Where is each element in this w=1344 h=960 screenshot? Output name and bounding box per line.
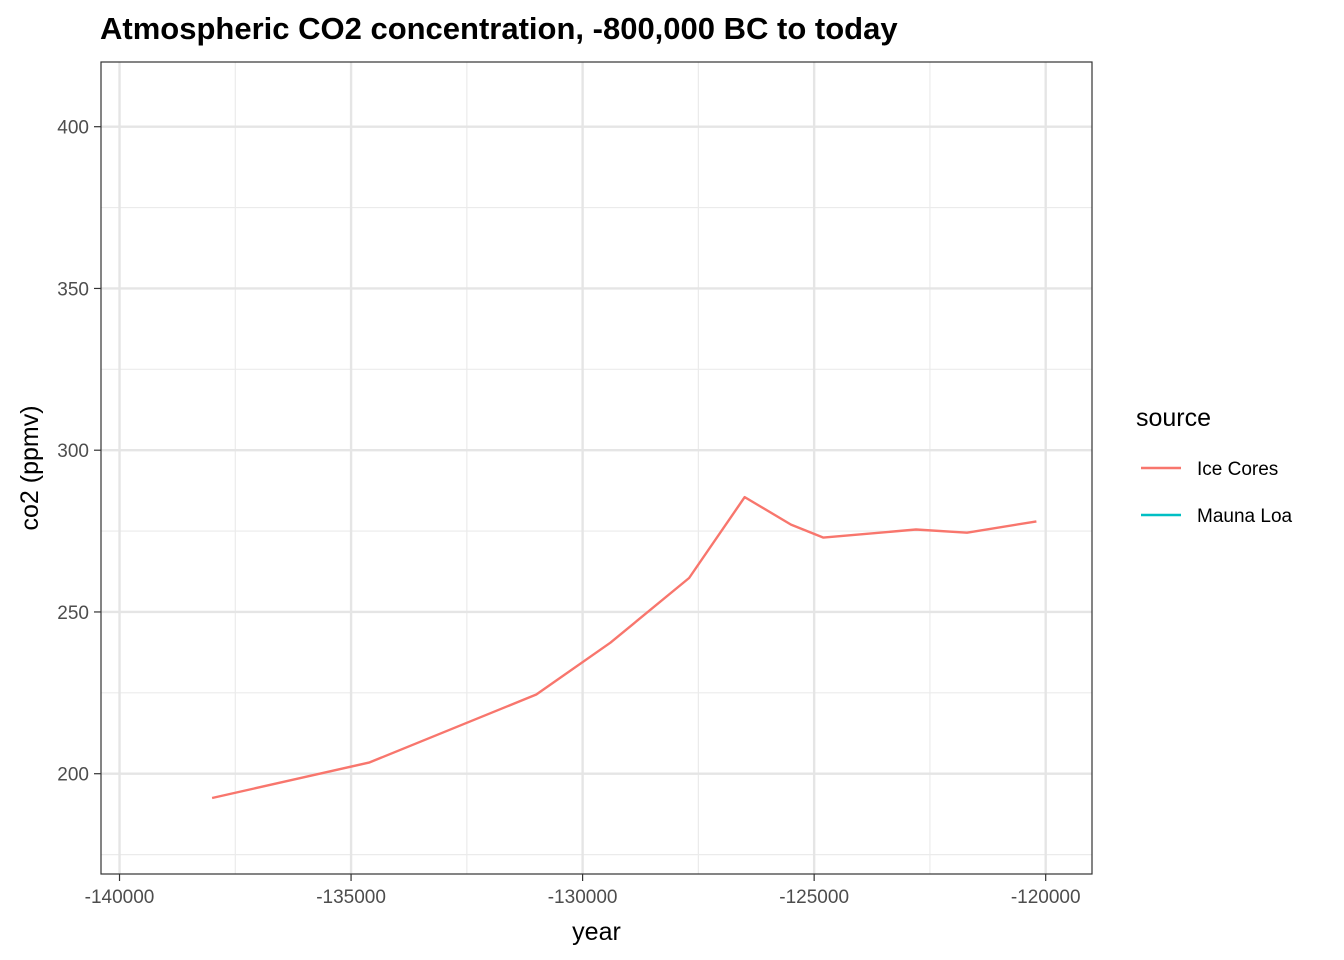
x-tick-label: -120000 (1011, 887, 1081, 908)
y-tick-label: 200 (57, 765, 89, 786)
series-line-ice-cores (211, 495, 1037, 800)
x-tick-label: -125000 (779, 887, 849, 908)
x-tick-label: -140000 (85, 887, 155, 908)
legend-label: Mauna Loa (1197, 506, 1293, 527)
y-tick-label: 400 (57, 118, 89, 139)
y-tick-label: 300 (57, 441, 89, 462)
x-axis: -140000 -135000 -130000 -125000 -120000 (85, 874, 1081, 908)
legend: source Ice Cores Mauna Loa (1136, 404, 1293, 527)
y-tick-label: 350 (57, 279, 89, 300)
plot-panel (101, 62, 1092, 874)
legend-label: Ice Cores (1197, 459, 1278, 480)
plot-border (100, 61, 1093, 875)
y-axis: 200 250 300 350 400 (57, 118, 101, 786)
grid-minor (101, 62, 1092, 874)
series-layer (211, 495, 1037, 800)
y-tick-label: 250 (57, 603, 89, 624)
chart-title: Atmospheric CO2 concentration, -800,000 … (100, 11, 898, 46)
grid-major (101, 62, 1092, 874)
y-axis-title: co2 (ppmv) (16, 405, 44, 530)
x-axis-title: year (572, 918, 621, 946)
x-tick-label: -130000 (548, 887, 618, 908)
x-tick-label: -135000 (316, 887, 386, 908)
legend-title: source (1136, 404, 1211, 432)
